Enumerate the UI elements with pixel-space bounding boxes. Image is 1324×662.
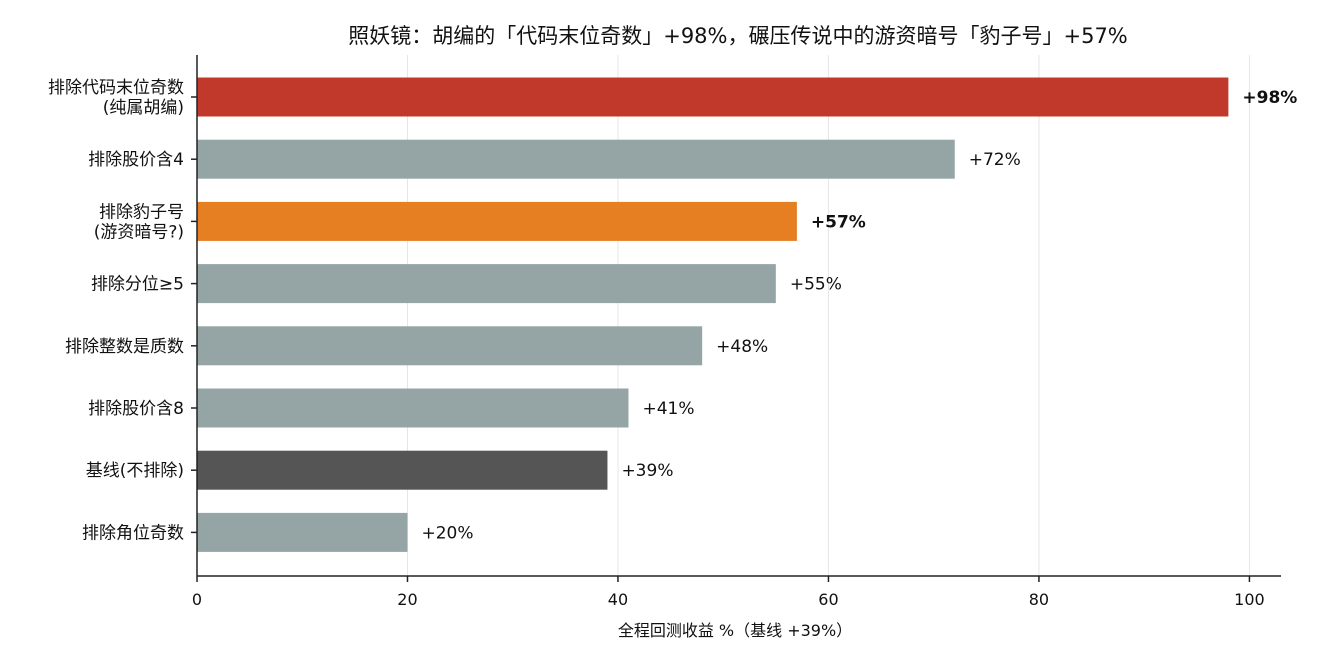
- x-ticks: 0 20 40 60 80 100: [192, 576, 1265, 609]
- category-label: 基线(不排除): [86, 461, 184, 481]
- category-label: 排除豹子号(游资暗号?): [94, 202, 184, 242]
- value-label: +72%: [969, 150, 1021, 170]
- bars: [197, 77, 1229, 552]
- value-label: +98%: [1242, 88, 1297, 108]
- x-tick-label: 80: [1029, 590, 1049, 609]
- value-label: +55%: [790, 275, 842, 295]
- bar: [197, 201, 797, 241]
- category-labels: 排除代码末位奇数(纯属胡编) 排除股价含4 排除豹子号(游资暗号?) 排除分位≥5 排除…: [48, 78, 197, 543]
- value-labels: +98% +72% +57% +55% +48% +41% +39% +20%: [421, 88, 1297, 543]
- x-tick-label: 40: [608, 590, 628, 609]
- x-tick-label: 60: [818, 590, 838, 609]
- bar: [197, 264, 776, 304]
- category-label: 排除分位≥5: [91, 275, 184, 295]
- bar: [197, 450, 608, 490]
- bar: [197, 139, 955, 179]
- category-label: 排除整数是质数: [65, 337, 184, 357]
- bar: [197, 77, 1229, 117]
- chart-title: 照妖镜：胡编的「代码末位奇数」+98%，碾压传说中的游资暗号「豹子号」+57%: [348, 24, 1128, 48]
- value-label: +57%: [811, 212, 866, 232]
- x-tick-label: 100: [1234, 590, 1265, 609]
- category-label: 排除代码末位奇数(纯属胡编): [48, 78, 184, 118]
- bar: [197, 388, 629, 428]
- x-tick-label: 0: [192, 590, 202, 609]
- value-label: +48%: [716, 337, 768, 357]
- axes: [196, 55, 1281, 577]
- category-label: 排除股价含4: [88, 150, 184, 170]
- bar: [197, 326, 703, 366]
- x-tick-label: 20: [397, 590, 417, 609]
- value-label: +39%: [621, 461, 673, 481]
- category-label: 排除股价含8: [88, 399, 184, 419]
- x-axis-label: 全程回测收益 %（基线 +39%）: [618, 621, 852, 640]
- bar: [197, 512, 408, 552]
- category-label: 排除角位奇数: [82, 523, 184, 543]
- value-label: +20%: [421, 523, 473, 543]
- value-label: +41%: [642, 399, 694, 419]
- grid-lines: [406, 55, 1250, 576]
